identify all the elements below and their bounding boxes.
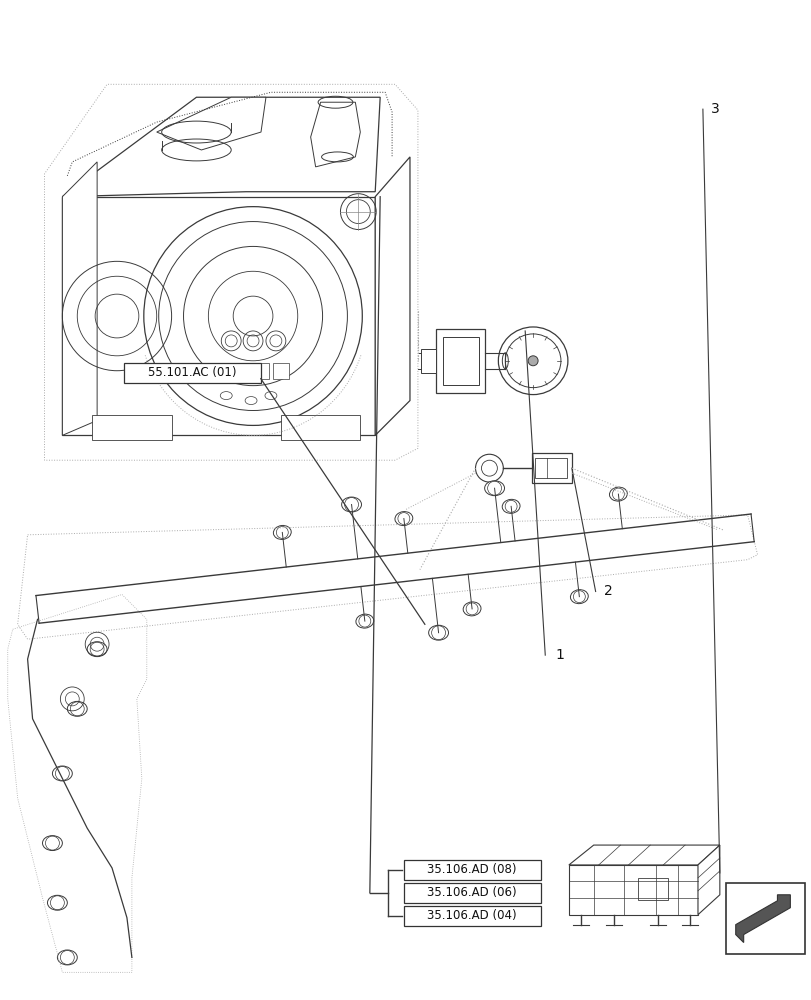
Polygon shape bbox=[442, 337, 478, 385]
Text: 35.106.AD (04): 35.106.AD (04) bbox=[427, 909, 517, 922]
Polygon shape bbox=[531, 453, 571, 483]
Ellipse shape bbox=[341, 497, 361, 512]
Polygon shape bbox=[62, 162, 97, 435]
Polygon shape bbox=[253, 363, 268, 379]
Circle shape bbox=[527, 356, 538, 366]
Polygon shape bbox=[735, 895, 789, 943]
Polygon shape bbox=[569, 845, 719, 865]
Ellipse shape bbox=[355, 614, 373, 628]
Ellipse shape bbox=[67, 701, 87, 716]
Polygon shape bbox=[233, 363, 249, 379]
Polygon shape bbox=[92, 415, 171, 440]
Bar bbox=[403, 906, 540, 926]
Text: 1: 1 bbox=[555, 648, 564, 662]
Ellipse shape bbox=[42, 836, 62, 851]
Polygon shape bbox=[62, 97, 380, 197]
Ellipse shape bbox=[428, 625, 448, 640]
Bar bbox=[403, 860, 540, 880]
Ellipse shape bbox=[609, 487, 627, 501]
Circle shape bbox=[573, 591, 585, 603]
Ellipse shape bbox=[462, 602, 480, 616]
Circle shape bbox=[611, 488, 624, 500]
Bar bbox=[637, 878, 667, 900]
Text: 55.101.AC (01): 55.101.AC (01) bbox=[148, 366, 236, 379]
Ellipse shape bbox=[47, 895, 67, 910]
Polygon shape bbox=[213, 363, 229, 379]
Polygon shape bbox=[420, 349, 436, 373]
Ellipse shape bbox=[58, 950, 77, 965]
Ellipse shape bbox=[501, 499, 519, 513]
Circle shape bbox=[504, 500, 517, 512]
Bar bbox=[403, 883, 540, 903]
Polygon shape bbox=[697, 845, 719, 915]
Polygon shape bbox=[375, 157, 410, 435]
Text: 3: 3 bbox=[710, 102, 719, 116]
Text: 35.106.AD (08): 35.106.AD (08) bbox=[427, 863, 517, 876]
Ellipse shape bbox=[87, 642, 107, 657]
Ellipse shape bbox=[273, 525, 291, 539]
Circle shape bbox=[358, 615, 371, 627]
Polygon shape bbox=[157, 97, 266, 150]
Bar bbox=[123, 363, 260, 383]
Ellipse shape bbox=[53, 766, 72, 781]
Text: 35.106.AD (06): 35.106.AD (06) bbox=[427, 886, 517, 899]
Ellipse shape bbox=[484, 481, 504, 496]
Polygon shape bbox=[534, 458, 566, 478]
Ellipse shape bbox=[570, 590, 587, 604]
Text: 2: 2 bbox=[603, 584, 611, 598]
Bar bbox=[725, 883, 805, 954]
Ellipse shape bbox=[394, 512, 412, 526]
Circle shape bbox=[466, 603, 478, 615]
Circle shape bbox=[276, 526, 288, 538]
Polygon shape bbox=[569, 865, 697, 915]
Polygon shape bbox=[62, 197, 375, 435]
Polygon shape bbox=[281, 415, 360, 440]
Polygon shape bbox=[311, 102, 360, 167]
Polygon shape bbox=[436, 329, 485, 393]
Circle shape bbox=[397, 513, 410, 525]
Polygon shape bbox=[272, 363, 289, 379]
